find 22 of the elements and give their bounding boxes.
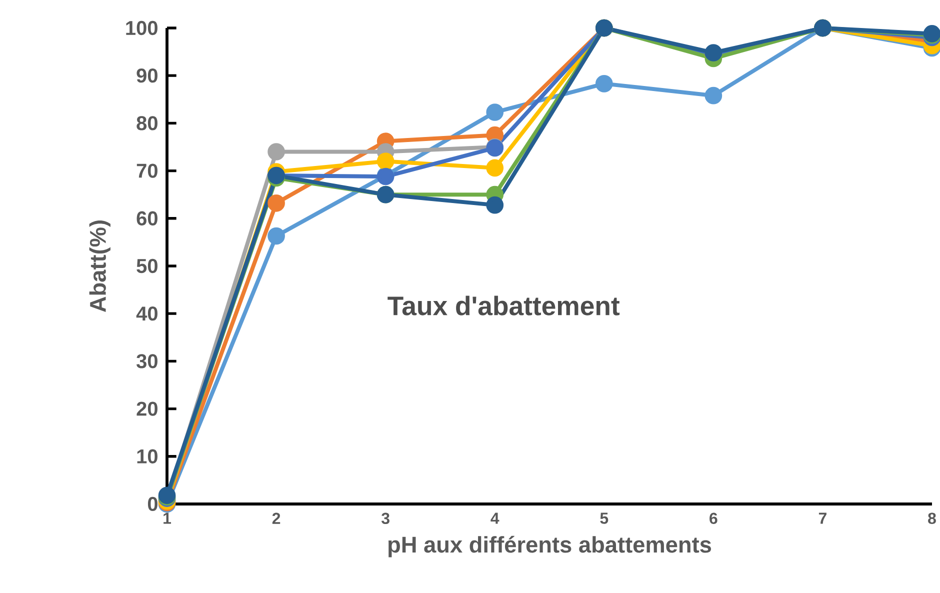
y-tick-label: 0 [148,496,158,512]
y-tick-label: 70 [136,164,158,178]
y-tick-label: 60 [136,211,158,226]
y-tick-label: 30 [136,354,158,368]
x-tick-label: 3 [382,512,390,524]
text: Taux d'abattement [388,296,620,316]
y-tick-label: 10 [137,449,158,464]
x-tick-label: 2 [272,512,280,524]
y-axis-title: Abatt(%) [89,220,110,312]
y-tick-label: 100 [126,20,158,36]
x-tick-label: 6 [710,512,718,524]
y-tick-label: 20 [136,402,158,416]
y-tick-label: 50 [136,258,158,274]
x-tick-label: 5 [600,512,608,524]
y-tick-label: 90 [136,68,158,83]
x-tick-label: 8 [928,512,936,524]
y-tick-label: 40 [136,306,158,321]
x-axis-title: pH aux différents abattements [388,536,712,558]
x-tick-label: 4 [490,512,500,524]
y-tick-label: 80 [136,116,158,130]
x-tick-label: 7 [818,512,826,524]
x-tick-label: 1 [164,512,172,524]
